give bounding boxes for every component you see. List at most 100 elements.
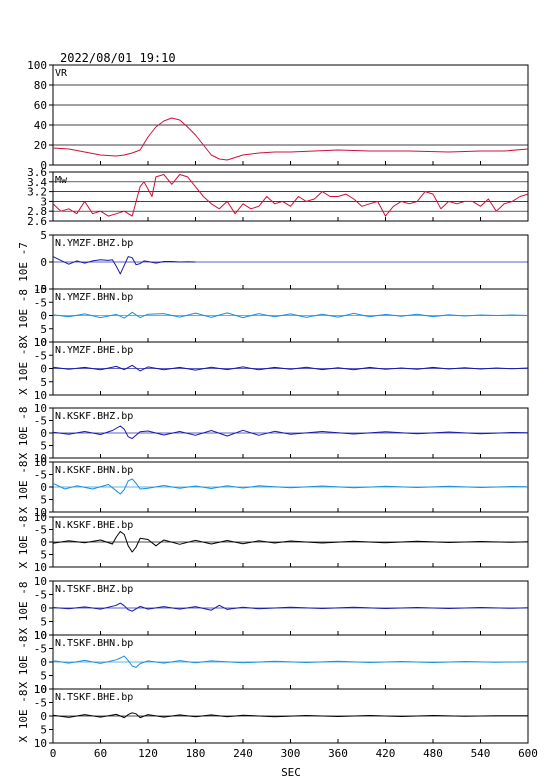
series-line-5 bbox=[52, 425, 529, 439]
y-tick-label: 2.8 bbox=[27, 205, 47, 218]
y-tick-label: 10 bbox=[34, 511, 47, 524]
panel-label: N.TSKF.BHE.bp bbox=[55, 692, 133, 703]
y-tick-label: 5 bbox=[40, 670, 47, 683]
y-axis-unit-label: X 10E -8 bbox=[17, 690, 30, 743]
y-tick-label: -5 bbox=[34, 697, 47, 710]
y-tick-label: 10 bbox=[34, 283, 47, 296]
panel-label: N.YMZF.BHE.bp bbox=[55, 345, 133, 356]
series-line-10 bbox=[52, 712, 528, 719]
x-tick-label: 480 bbox=[423, 747, 443, 760]
y-axis-unit-label: 10E -7 bbox=[17, 242, 30, 282]
y-tick-label: 0 bbox=[40, 256, 47, 269]
x-tick-label: 360 bbox=[328, 747, 348, 760]
y-tick-label: 5 bbox=[40, 440, 47, 453]
series-line-2 bbox=[52, 256, 196, 275]
y-tick-label: 0 bbox=[40, 159, 47, 172]
y-tick-label: 10 bbox=[34, 575, 47, 588]
x-tick-label: 0 bbox=[50, 747, 57, 760]
y-tick-label: 10 bbox=[34, 336, 47, 349]
panel-label: N.KSKF.BHE.bp bbox=[55, 520, 133, 531]
panel-label: N.YMZF.BHZ.bp bbox=[55, 238, 133, 249]
panel-label: N.TSKF.BHN.bp bbox=[55, 638, 133, 649]
series-line-1 bbox=[52, 174, 529, 217]
y-tick-label: -5 bbox=[34, 643, 47, 656]
y-tick-label: 10 bbox=[34, 629, 47, 642]
y-tick-label: 0 bbox=[40, 310, 47, 323]
y-tick-label: 5 bbox=[40, 616, 47, 629]
y-tick-label: 10 bbox=[34, 402, 47, 415]
y-tick-label: 10 bbox=[34, 456, 47, 469]
y-tick-label: 0 bbox=[40, 363, 47, 376]
x-tick-label: 120 bbox=[138, 747, 158, 760]
x-axis-label: SEC bbox=[281, 766, 301, 779]
y-axis-unit-label: X 10E -8 bbox=[17, 636, 30, 689]
y-axis-unit-label: X 10E -8 bbox=[17, 342, 30, 395]
y-tick-label: -5 bbox=[34, 296, 47, 309]
series-line-0 bbox=[52, 117, 529, 161]
x-tick-label: 300 bbox=[281, 747, 301, 760]
x-axis: 0 60 120 180 240 300 360 420 480 540 600 bbox=[50, 747, 538, 760]
y-tick-label: 5 bbox=[40, 323, 47, 336]
y-tick-label: 3 bbox=[40, 195, 47, 208]
series-line-6 bbox=[52, 478, 529, 495]
y-tick-label: 10 bbox=[34, 506, 47, 519]
y-tick-label: 10 bbox=[34, 683, 47, 696]
y-tick-label: -5 bbox=[34, 524, 47, 537]
series-line-7 bbox=[52, 531, 529, 553]
y-tick-label: -5 bbox=[34, 415, 47, 428]
x-tick-label: 240 bbox=[233, 747, 253, 760]
y-tick-label: 10 bbox=[34, 452, 47, 465]
y-tick-label: 0 bbox=[40, 536, 47, 549]
y-tick-label: 0 bbox=[40, 481, 47, 494]
x-tick-label: 600 bbox=[518, 747, 538, 760]
y-axis-unit-label: X 10E -8 bbox=[17, 582, 30, 635]
y-tick-label: 100 bbox=[27, 59, 47, 72]
panel-frame bbox=[52, 64, 529, 166]
y-axis-unit-label: X 10E -8 bbox=[17, 407, 30, 460]
y-tick-label: 10 bbox=[34, 629, 47, 642]
y-tick-label: 60 bbox=[34, 99, 47, 112]
series-line-4 bbox=[52, 364, 529, 372]
panel-label: N.YMZF.BHN.bp bbox=[55, 292, 133, 303]
y-tick-label: 5 bbox=[40, 376, 47, 389]
y-tick-label: 0 bbox=[40, 710, 47, 723]
panel-frame bbox=[52, 171, 529, 222]
series-line-8 bbox=[52, 602, 529, 612]
panel-label: N.TSKF.BHZ.bp bbox=[55, 584, 133, 595]
y-tick-label: 5 bbox=[40, 494, 47, 507]
x-tick-label: 60 bbox=[94, 747, 107, 760]
panel-label: N.KSKF.BHN.bp bbox=[55, 465, 133, 476]
y-tick-label: 10 bbox=[34, 737, 47, 750]
y-tick-label: -5 bbox=[34, 469, 47, 482]
y-tick-label: 10 bbox=[34, 683, 47, 696]
timestamp-label: 2022/08/01 19:10 bbox=[60, 51, 176, 65]
x-tick-label: 420 bbox=[376, 747, 396, 760]
y-axis-unit-label: X 10E -8 bbox=[17, 289, 30, 342]
y-tick-label: -5 bbox=[34, 349, 47, 362]
x-tick-label: 540 bbox=[471, 747, 491, 760]
series-line-3 bbox=[52, 311, 529, 319]
y-tick-label: 10 bbox=[34, 336, 47, 349]
y-tick-label: 40 bbox=[34, 119, 47, 132]
y-tick-label: 0 bbox=[40, 602, 47, 615]
y-tick-label: 80 bbox=[34, 79, 47, 92]
y-tick-label: 5 bbox=[40, 724, 47, 737]
panels-group: 020406080100VR2.62.833.23.43.6Mw-505N.YM… bbox=[17, 59, 529, 750]
y-tick-label: 3.2 bbox=[27, 186, 47, 199]
panel-label: Mw bbox=[55, 175, 68, 186]
y-tick-label: 3.6 bbox=[27, 166, 47, 179]
y-tick-label: 0 bbox=[40, 427, 47, 440]
panel-2: -5 0 5 N.YMZF.BHZ.bp 10E -7 bbox=[17, 229, 529, 296]
y-tick-label: 0 bbox=[40, 656, 47, 669]
y-tick-label: 5 bbox=[40, 229, 47, 242]
y-tick-label: 10 bbox=[34, 389, 47, 402]
panel-label: VR bbox=[55, 68, 68, 79]
